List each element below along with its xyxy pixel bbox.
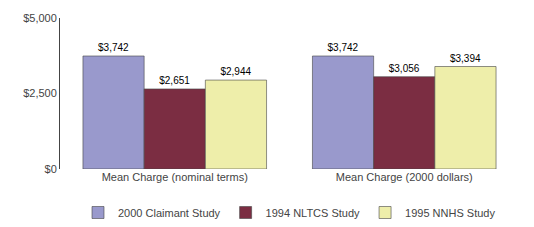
svg-text:$3,742: $3,742: [328, 42, 359, 53]
svg-text:$3,056: $3,056: [389, 63, 420, 74]
svg-text:$2,651: $2,651: [159, 75, 190, 86]
svg-text:$3,394: $3,394: [450, 53, 481, 64]
svg-text:Mean Charge (2000 dollars): Mean Charge (2000 dollars): [336, 171, 473, 183]
svg-text:1994 NLTCS Study: 1994 NLTCS Study: [266, 207, 360, 219]
svg-text:$0: $0: [45, 163, 57, 175]
svg-text:1995 NNHS Study: 1995 NNHS Study: [405, 207, 495, 219]
svg-text:2000 Claimant Study: 2000 Claimant Study: [118, 207, 221, 219]
svg-text:$2,944: $2,944: [220, 66, 251, 77]
svg-text:$3,742: $3,742: [98, 42, 129, 53]
svg-text:$5,000: $5,000: [23, 12, 57, 24]
svg-text:$2,500: $2,500: [23, 87, 57, 99]
svg-text:Mean Charge (nominal terms): Mean Charge (nominal terms): [102, 171, 248, 183]
